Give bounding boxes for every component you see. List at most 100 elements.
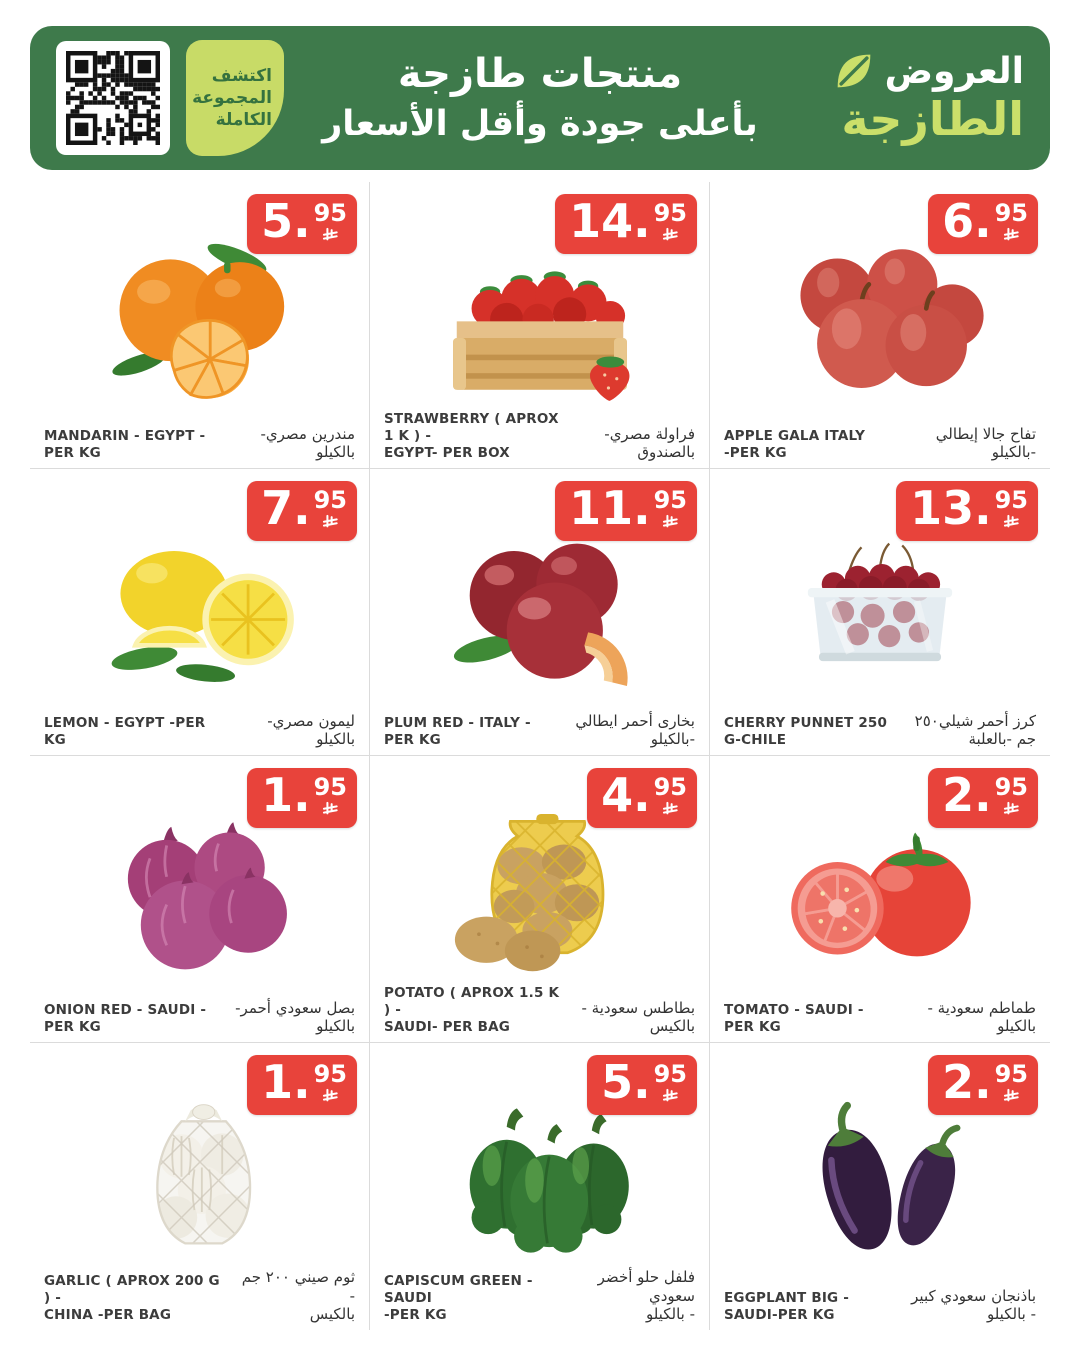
product-name-ar: ثوم صيني ٢٠٠ جم - بالكيس: [241, 1267, 355, 1324]
product-name-ar: تفاح جالا إيطالي -بالكيلو: [935, 424, 1036, 462]
price-tag: 1. 95: [247, 1055, 357, 1115]
product-name-ar: كرز أحمر شيلي٢٥٠ جم -بالعلبة: [914, 711, 1036, 749]
product-name-en: LEMON - EGYPT -PER KG: [44, 715, 206, 749]
header-banner: اكتشف المجموعة الكاملة منتجات طازجة بأعل…: [30, 26, 1050, 170]
brand-logo: العروض الطازجة: [833, 50, 1024, 146]
product-card: 13. 95 CHER: [710, 469, 1050, 756]
saudi-riyal-icon: [322, 514, 339, 531]
price-cents: 95: [313, 486, 347, 514]
product-name-en: TOMATO - SAUDI - PER KG: [724, 1002, 864, 1036]
product-name-ar: طماطم سعودية - بالكيلو: [927, 998, 1036, 1036]
saudi-riyal-icon: [1003, 227, 1020, 244]
price-cents: 95: [313, 199, 347, 227]
product-card: 1. 95 ONION RED - SA: [30, 756, 370, 1043]
header-title: منتجات طازجة بأعلى جودة وأقل الأسعار: [280, 51, 800, 145]
product-name-ar: بصل سعودي أحمر-بالكيلو: [235, 998, 355, 1036]
potato-bag-image: [370, 792, 709, 994]
price-whole: 5: [601, 1055, 634, 1109]
product-name-en: EGGPLANT BIG - SAUDI-PER KG: [724, 1290, 850, 1324]
saudi-riyal-icon: [1003, 514, 1020, 531]
saudi-riyal-icon: [322, 1088, 339, 1105]
price-whole: 4: [601, 768, 634, 822]
price-cents: 95: [653, 773, 687, 801]
saudi-riyal-icon: [1003, 1088, 1020, 1105]
price-cents: 95: [653, 486, 687, 514]
saudi-riyal-icon: [662, 1088, 679, 1105]
price-tag: 6. 95: [928, 194, 1038, 254]
apple-gala-image: [710, 218, 1050, 420]
product-name-en: CAPISCUM GREEN - SAUDI -PER KG: [384, 1273, 533, 1324]
plum-red-image: [370, 505, 709, 707]
price-tag: 4. 95: [587, 768, 697, 828]
product-name-en: STRAWBERRY ( APROX 1 K ) - EGYPT- PER BO…: [384, 411, 559, 462]
mandarin-image: [30, 218, 369, 420]
product-card: 2. 95 EGGPLANT BIG - SAUDI-PER: [710, 1043, 1050, 1330]
eggplant-image: [710, 1079, 1050, 1282]
qr-group: اكتشف المجموعة الكاملة: [56, 40, 284, 156]
price-whole: 11: [569, 481, 634, 535]
garlic-bag-image: [30, 1079, 369, 1282]
price-cents: 95: [994, 486, 1028, 514]
price-cents: 95: [994, 773, 1028, 801]
cherry-punnet-image: [710, 505, 1050, 707]
product-card: 1. 95: [30, 1043, 370, 1330]
price-cents: 95: [313, 1060, 347, 1088]
price-tag: 11. 95: [555, 481, 697, 541]
price-tag: 2. 95: [928, 768, 1038, 828]
product-name-ar: فراولة مصري- بالصندوق: [604, 424, 695, 462]
saudi-riyal-icon: [322, 801, 339, 818]
capsicum-green-image: [370, 1079, 709, 1282]
tomato-image: [710, 792, 1050, 994]
price-cents: 95: [653, 199, 687, 227]
product-name-ar: بطاطس سعودية - بالكيس: [581, 998, 695, 1036]
product-card: 7. 95 LEMON - EGYPT -PER KG ليمون مصري-ب…: [30, 469, 370, 756]
price-cents: 95: [313, 773, 347, 801]
price-tag: 5. 95: [587, 1055, 697, 1115]
price-whole: 14: [569, 194, 634, 248]
product-card: 5. 95: [30, 182, 370, 469]
product-name-ar: مندرين مصري-بالكيلو: [260, 424, 355, 462]
product-name-en: MANDARIN - EGYPT -PER KG: [44, 428, 206, 462]
price-whole: 6: [942, 194, 975, 248]
onion-red-image: [30, 792, 369, 994]
saudi-riyal-icon: [662, 227, 679, 244]
price-tag: 14. 95: [555, 194, 697, 254]
price-tag: 7. 95: [247, 481, 357, 541]
product-card: 4. 95 POTATO ( APROX 1: [370, 756, 710, 1043]
qr-badge: اكتشف المجموعة الكاملة: [186, 40, 284, 156]
price-whole: 1: [261, 768, 294, 822]
product-card: 11. 95 PLUM RED - ITALY -PER KG بخارى أح…: [370, 469, 710, 756]
product-name-ar: باذنجان سعودي كبير - بالكيلو: [911, 1286, 1036, 1324]
brand-word-top: العروض: [884, 50, 1024, 92]
price-whole: 2: [942, 1055, 975, 1109]
product-name-ar: بخارى أحمر ايطالي -بالكيلو: [575, 711, 695, 749]
product-name-en: POTATO ( APROX 1.5 K ) - SAUDI- PER BAG: [384, 985, 560, 1036]
price-cents: 95: [994, 199, 1028, 227]
price-tag: 13. 95: [896, 481, 1038, 541]
price-whole: 5: [261, 194, 294, 248]
product-name-en: CHERRY PUNNET 250 G-CHILE: [724, 715, 888, 749]
product-name-en: ONION RED - SAUDI - PER KG: [44, 1002, 207, 1036]
product-card: 2. 95: [710, 756, 1050, 1043]
price-whole: 13: [910, 481, 975, 535]
brand-word-bottom: الطازجة: [841, 92, 1024, 146]
lemon-image: [30, 505, 369, 707]
price-whole: 1: [261, 1055, 294, 1109]
product-card: 6. 95 APPLE GALA ITALY -PER KG تفاح جالا…: [710, 182, 1050, 469]
product-name-ar: فلفل حلو أخضر سعودي - بالكيلو: [597, 1267, 695, 1324]
product-card: 5. 95 CAPISCUM GRE: [370, 1043, 710, 1330]
saudi-riyal-icon: [662, 514, 679, 531]
price-tag: 1. 95: [247, 768, 357, 828]
product-name-en: GARLIC ( APROX 200 G ) - CHINA -PER BAG: [44, 1273, 220, 1324]
strawberry-box-image: [370, 218, 709, 420]
product-name-en: PLUM RED - ITALY -PER KG: [384, 715, 531, 749]
product-name-ar: ليمون مصري-بالكيلو: [267, 711, 355, 749]
price-whole: 2: [942, 768, 975, 822]
product-name-en: APPLE GALA ITALY -PER KG: [724, 428, 866, 462]
saudi-riyal-icon: [1003, 801, 1020, 818]
saudi-riyal-icon: [322, 227, 339, 244]
flyer-grid: 5. 95: [30, 182, 1050, 1330]
qr-badge-label: اكتشف المجموعة الكاملة: [192, 65, 272, 131]
product-card: 14. 95 STRAWBER: [370, 182, 710, 469]
price-tag: 5. 95: [247, 194, 357, 254]
